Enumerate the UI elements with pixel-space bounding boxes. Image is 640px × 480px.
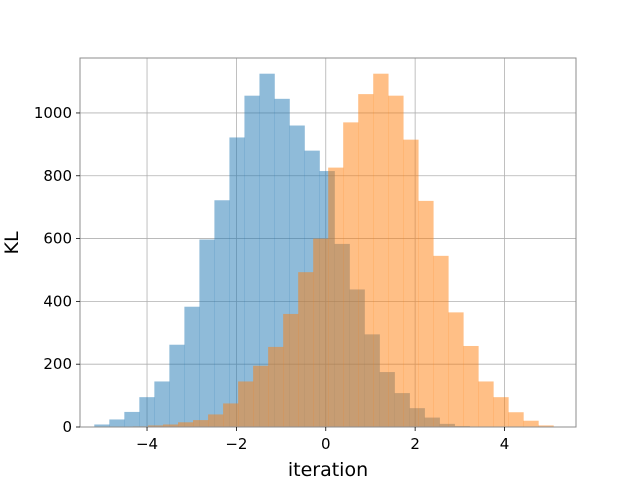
histogram-bar-series-2	[268, 346, 284, 427]
histogram-bar-series-2	[388, 95, 404, 427]
histogram-bar-series-2	[148, 425, 164, 427]
histogram-bar-series-1	[124, 411, 140, 427]
histogram-bar-series-2	[463, 345, 479, 427]
histogram-bar-series-2	[508, 412, 524, 427]
y-tick-label: 1000	[34, 104, 72, 122]
histogram-bar-series-2	[223, 403, 239, 427]
histogram-bar-series-1	[199, 239, 215, 427]
histogram-bar-series-2	[538, 425, 554, 427]
histogram-bar-series-2	[403, 139, 419, 427]
histogram-bar-series-1	[169, 344, 185, 427]
y-tick-label: 200	[43, 355, 72, 373]
histogram-bar-series-2	[448, 312, 464, 427]
histogram-bar-series-2	[163, 424, 179, 427]
histogram-bar-series-2	[238, 381, 254, 427]
x-tick-label: 2	[410, 435, 420, 453]
y-tick-label: 0	[62, 418, 72, 436]
histogram-bar-series-2	[523, 420, 539, 427]
x-tick-label: 4	[500, 435, 510, 453]
histogram-bar-series-2	[253, 365, 269, 427]
histogram-bar-series-1	[139, 397, 155, 427]
histogram-bar-series-2	[283, 313, 299, 427]
x-tick-label: −4	[136, 435, 158, 453]
x-axis-label: iteration	[288, 459, 368, 480]
histogram-bar-series-2	[178, 422, 194, 427]
histogram-bar-series-2	[478, 381, 494, 427]
histogram-bar-series-1	[244, 95, 260, 427]
histogram-bar-series-1	[229, 137, 245, 427]
histogram-bars	[94, 73, 554, 428]
histogram-bar-series-1	[214, 200, 230, 427]
histogram-bar-series-2	[298, 272, 314, 427]
histogram-bar-series-2	[418, 200, 434, 427]
y-tick-label: 600	[43, 230, 72, 248]
histogram-bar-series-2	[193, 420, 209, 427]
histogram-bar-series-2	[358, 94, 374, 427]
histogram-bar-series-2	[493, 397, 509, 427]
y-tick-label: 400	[43, 292, 72, 310]
x-tick-label: 0	[321, 435, 331, 453]
y-axis-label: KL	[1, 231, 23, 254]
histogram-bar-series-1	[109, 419, 125, 427]
y-tick-label: 800	[43, 167, 72, 185]
histogram-bar-series-1	[154, 381, 170, 427]
histogram-bar-series-1	[94, 424, 110, 427]
histogram-bar-series-2	[313, 238, 329, 427]
histogram-bar-series-2	[373, 73, 389, 428]
histogram-bar-series-1	[184, 306, 200, 427]
x-tick-label: −2	[225, 435, 247, 453]
histogram-bar-series-2	[328, 167, 344, 428]
plot-frame	[79, 57, 577, 428]
histogram-bar-series-2	[208, 414, 224, 427]
histogram-bar-series-2	[433, 255, 449, 427]
histogram-bar-series-2	[343, 122, 359, 427]
axis-ticks: −4 −2 0 2 4 0 200 400 600 800 1000	[34, 104, 509, 453]
histogram-bar-series-1	[259, 73, 275, 428]
